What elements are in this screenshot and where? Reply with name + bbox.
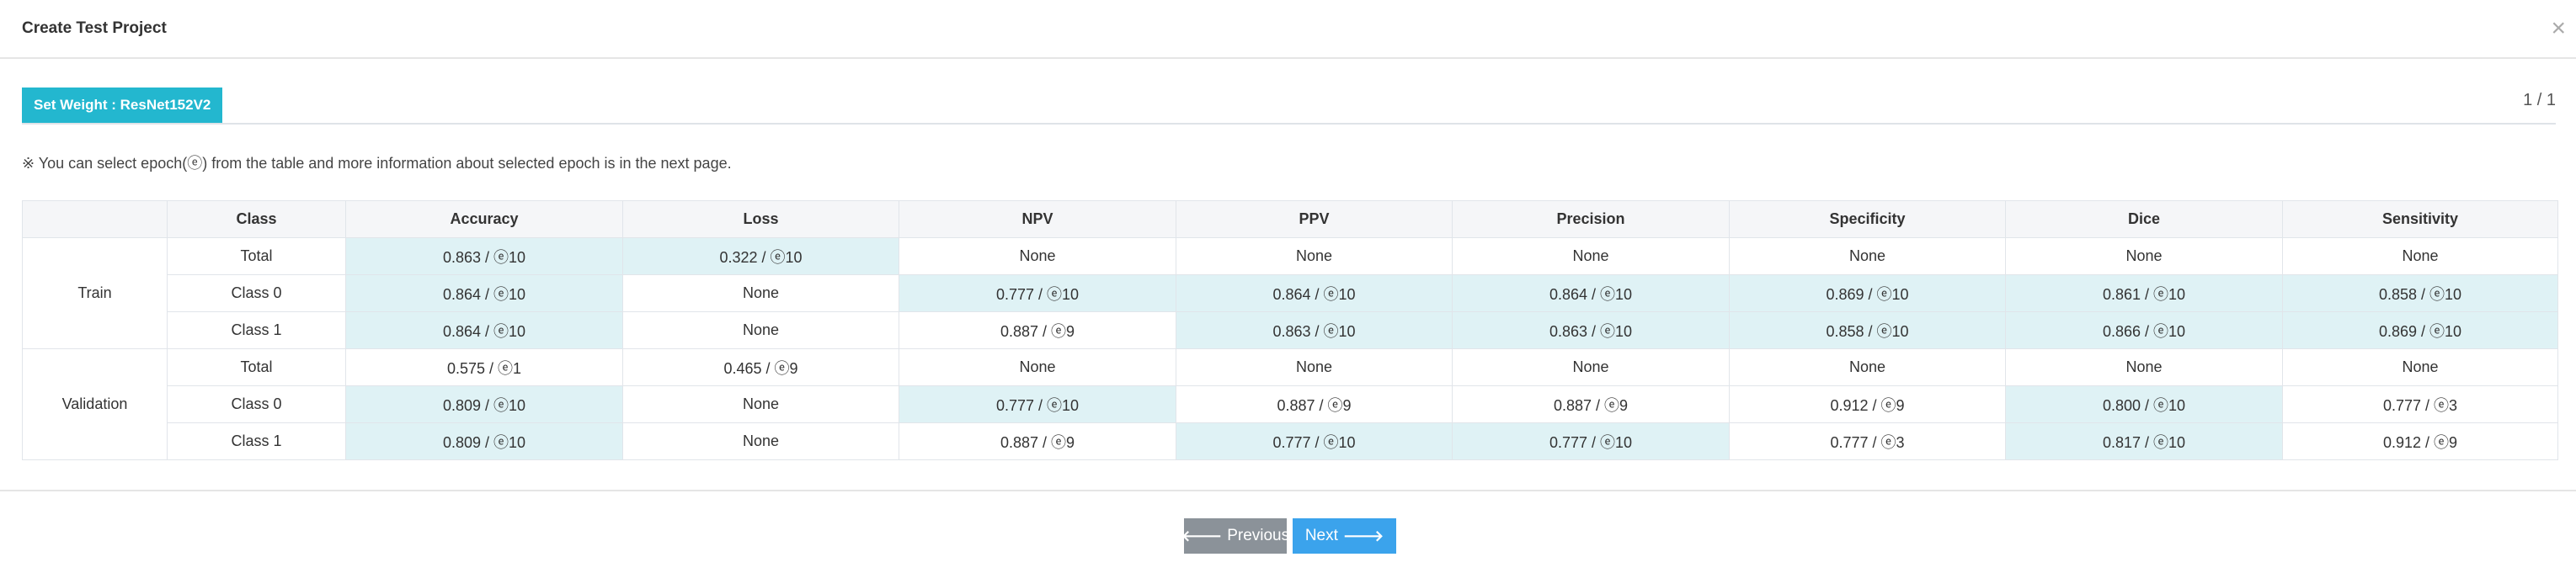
metric-epoch-cell[interactable]: 0.887 / ⓔ9 [899, 311, 1176, 349]
metric-empty-cell: None [1729, 237, 2006, 275]
metric-empty-cell: None [622, 385, 899, 423]
column-header: Precision [1452, 200, 1730, 238]
set-weight-tab[interactable]: Set Weight : ResNet152V2 [22, 88, 223, 123]
metric-empty-cell: None [622, 274, 899, 312]
metric-epoch-cell[interactable]: 0.861 / ⓔ10 [2005, 274, 2283, 312]
column-header: PPV [1176, 200, 1453, 238]
table-row: Class 1 0.809 / ⓔ10 None 0.887 / ⓔ9 0.777 / … [23, 422, 2558, 460]
column-header: Accuracy [345, 200, 623, 238]
metric-empty-cell: None [2282, 348, 2558, 386]
metric-epoch-cell[interactable]: 0.777 / ⓔ3 [1729, 422, 2006, 460]
close-icon[interactable]: × [2551, 14, 2566, 42]
metric-empty-cell: None [1729, 348, 2006, 386]
metric-epoch-cell[interactable]: 0.817 / ⓔ10 [2005, 422, 2283, 460]
table-header-row: Class Accuracy Loss NPV PPV Precision Sp… [22, 200, 2558, 238]
arrow-right-icon: 🡒 [1342, 527, 1384, 544]
metric-epoch-cell[interactable]: 0.465 / ⓔ9 [622, 348, 899, 386]
metric-epoch-cell[interactable]: 0.864 / ⓔ10 [345, 274, 623, 312]
metric-empty-cell: None [2282, 237, 2558, 275]
metric-epoch-cell[interactable]: 0.863 / ⓔ10 [345, 237, 623, 275]
metric-epoch-cell[interactable]: 0.858 / ⓔ10 [1729, 311, 2006, 349]
modal-header: Create Test Project × [0, 0, 2576, 59]
metric-epoch-cell[interactable]: 0.777 / ⓔ10 [899, 385, 1176, 423]
metric-epoch-cell[interactable]: 0.912 / ⓔ9 [2282, 422, 2558, 460]
class-cell: Class 1 [167, 311, 346, 349]
metric-epoch-cell[interactable]: 0.809 / ⓔ10 [345, 385, 623, 423]
next-button-label: Next [1304, 527, 1338, 544]
previous-button[interactable]: 🡐 Previous [1181, 518, 1290, 554]
row-group-label: Train [22, 237, 168, 349]
metric-epoch-cell[interactable]: 0.809 / ⓔ10 [345, 422, 623, 460]
metric-epoch-cell[interactable]: 0.887 / ⓔ9 [899, 422, 1176, 460]
metric-empty-cell: None [2005, 348, 2283, 386]
weight-tab-bar: Set Weight : ResNet152V2 1 / 1 [22, 88, 2556, 125]
class-cell: Total [167, 237, 346, 275]
metric-epoch-cell[interactable]: 0.777 / ⓔ10 [1176, 422, 1453, 460]
metric-epoch-cell[interactable]: 0.864 / ⓔ10 [1176, 274, 1453, 312]
metric-epoch-cell[interactable]: 0.869 / ⓔ10 [1729, 274, 2006, 312]
metric-empty-cell: None [622, 311, 899, 349]
metric-epoch-cell[interactable]: 0.864 / ⓔ10 [345, 311, 623, 349]
metric-epoch-cell[interactable]: 0.863 / ⓔ10 [1176, 311, 1453, 349]
column-header: Loss [622, 200, 899, 238]
metric-epoch-cell[interactable]: 0.887 / ⓔ9 [1176, 385, 1453, 423]
column-header [22, 200, 168, 238]
modal-title: Create Test Project [22, 19, 167, 37]
metric-empty-cell: None [1452, 237, 1730, 275]
metric-empty-cell: None [1176, 237, 1453, 275]
metric-empty-cell: None [1452, 348, 1730, 386]
column-header: Dice [2005, 200, 2283, 238]
metric-empty-cell: None [622, 422, 899, 460]
metrics-table: Class Accuracy Loss NPV PPV Precision Sp… [22, 200, 2558, 460]
metric-empty-cell: None [899, 237, 1176, 275]
table-row: Validation Total 0.575 / ⓔ1 0.465 / ⓔ9 None N… [22, 348, 2558, 460]
class-cell: Class 0 [167, 385, 346, 423]
row-group-label: Validation [22, 348, 168, 460]
metric-epoch-cell[interactable]: 0.863 / ⓔ10 [1452, 311, 1730, 349]
footer-divider [0, 490, 2576, 491]
column-header: Specificity [1729, 200, 2006, 238]
table-row: Class 1 0.864 / ⓔ10 None 0.887 / ⓔ9 0.863 / … [23, 311, 2558, 349]
metric-epoch-cell[interactable]: 0.777 / ⓔ10 [1452, 422, 1730, 460]
table-row: Train Total 0.863 / ⓔ10 0.322 / ⓔ10 None None… [22, 237, 2558, 349]
epoch-selection-note: ※ You can select epoch(ⓔ) from the table… [22, 155, 732, 172]
column-header: Class [167, 200, 346, 238]
metric-empty-cell: None [1176, 348, 1453, 386]
metric-epoch-cell[interactable]: 0.887 / ⓔ9 [1452, 385, 1730, 423]
metric-epoch-cell[interactable]: 0.858 / ⓔ10 [2282, 274, 2558, 312]
metric-epoch-cell[interactable]: 0.864 / ⓔ10 [1452, 274, 1730, 312]
column-header: NPV [899, 200, 1176, 238]
metric-empty-cell: None [2005, 237, 2283, 275]
metric-epoch-cell[interactable]: 0.777 / ⓔ10 [899, 274, 1176, 312]
next-button[interactable]: Next 🡒 [1293, 518, 1396, 554]
class-cell: Total [167, 348, 346, 386]
column-header: Sensitivity [2282, 200, 2558, 238]
metric-empty-cell: None [899, 348, 1176, 386]
metric-epoch-cell[interactable]: 0.322 / ⓔ10 [622, 237, 899, 275]
metric-epoch-cell[interactable]: 0.800 / ⓔ10 [2005, 385, 2283, 423]
arrow-left-icon: 🡐 [1181, 527, 1223, 544]
class-cell: Class 1 [167, 422, 346, 460]
table-row: Class 0 0.864 / ⓔ10 None 0.777 / ⓔ10 0.864 /… [23, 274, 2558, 312]
metric-epoch-cell[interactable]: 0.575 / ⓔ1 [345, 348, 623, 386]
metric-epoch-cell[interactable]: 0.869 / ⓔ10 [2282, 311, 2558, 349]
class-cell: Class 0 [167, 274, 346, 312]
page-indicator: 1 / 1 [2523, 91, 2556, 109]
metric-epoch-cell[interactable]: 0.866 / ⓔ10 [2005, 311, 2283, 349]
metric-epoch-cell[interactable]: 0.912 / ⓔ9 [1729, 385, 2006, 423]
metric-epoch-cell[interactable]: 0.777 / ⓔ3 [2282, 385, 2558, 423]
table-row: Class 0 0.809 / ⓔ10 None 0.777 / ⓔ10 0.887 /… [23, 385, 2558, 423]
previous-button-label: Previous [1227, 527, 1290, 544]
